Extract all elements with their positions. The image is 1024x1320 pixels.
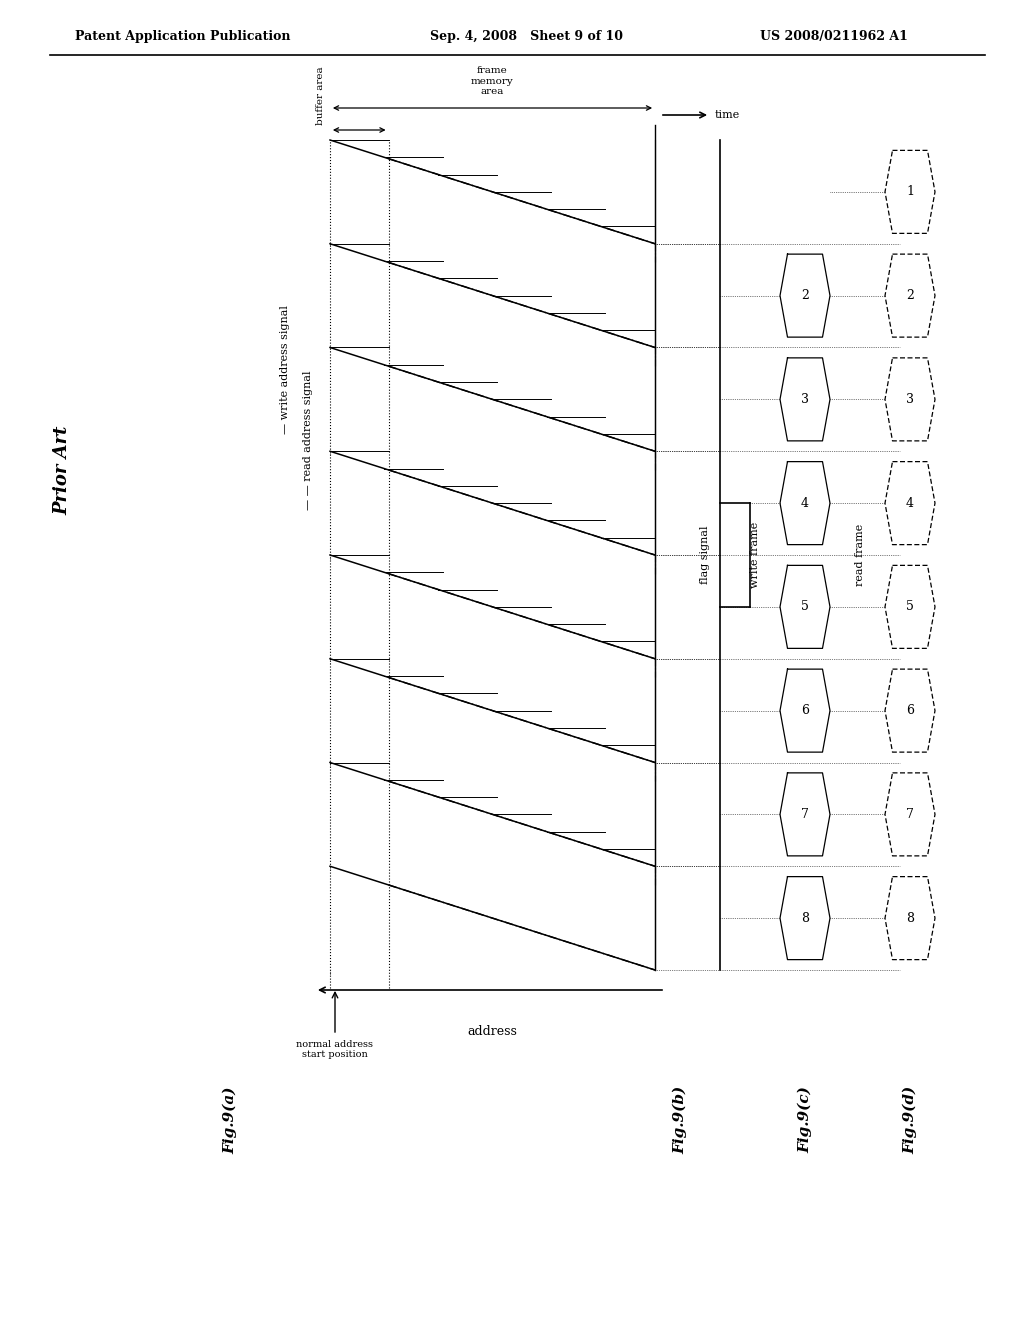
Text: read frame: read frame — [855, 524, 865, 586]
Text: 3: 3 — [801, 393, 809, 405]
Text: 7: 7 — [801, 808, 809, 821]
Text: 8: 8 — [906, 912, 914, 924]
Text: frame
memory
area: frame memory area — [471, 66, 514, 96]
Text: 5: 5 — [801, 601, 809, 614]
Text: — write address signal: — write address signal — [280, 305, 290, 434]
Text: Fig.9(b): Fig.9(b) — [673, 1086, 687, 1154]
Text: 3: 3 — [906, 393, 914, 405]
Text: 4: 4 — [801, 496, 809, 510]
Text: US 2008/0211962 A1: US 2008/0211962 A1 — [760, 30, 908, 44]
Text: Fig.9(c): Fig.9(c) — [798, 1086, 812, 1154]
Text: Prior Art: Prior Art — [53, 425, 71, 515]
Text: Fig.9(d): Fig.9(d) — [903, 1086, 918, 1154]
Text: 4: 4 — [906, 496, 914, 510]
Text: time: time — [715, 110, 740, 120]
Text: 7: 7 — [906, 808, 914, 821]
Text: 8: 8 — [801, 912, 809, 924]
Text: buffer area: buffer area — [316, 66, 325, 125]
Text: 6: 6 — [801, 704, 809, 717]
Text: — — read address signal: — — read address signal — [303, 370, 313, 510]
Text: flag signal: flag signal — [700, 525, 710, 585]
Text: Fig.9(a): Fig.9(a) — [223, 1086, 238, 1154]
Text: 2: 2 — [801, 289, 809, 302]
Text: 2: 2 — [906, 289, 914, 302]
Text: write frame: write frame — [750, 521, 760, 589]
Text: address: address — [468, 1026, 517, 1038]
Text: normal address
start position: normal address start position — [297, 1040, 374, 1060]
Text: 1: 1 — [906, 185, 914, 198]
Text: Sep. 4, 2008   Sheet 9 of 10: Sep. 4, 2008 Sheet 9 of 10 — [430, 30, 623, 44]
Text: Patent Application Publication: Patent Application Publication — [75, 30, 291, 44]
Text: 5: 5 — [906, 601, 914, 614]
Text: 6: 6 — [906, 704, 914, 717]
